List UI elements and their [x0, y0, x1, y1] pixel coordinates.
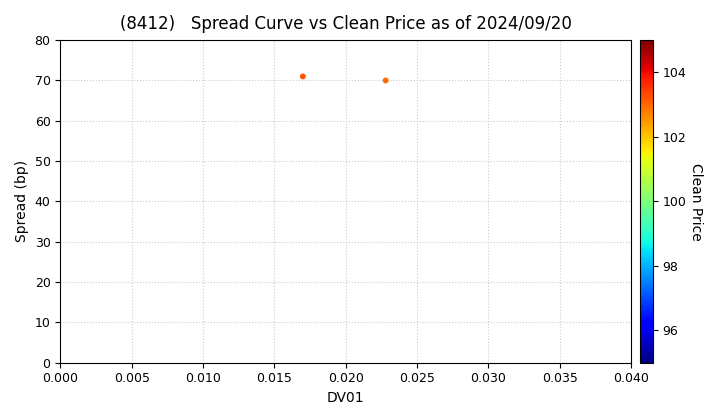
- Y-axis label: Clean Price: Clean Price: [689, 163, 703, 240]
- Title: (8412)   Spread Curve vs Clean Price as of 2024/09/20: (8412) Spread Curve vs Clean Price as of…: [120, 15, 572, 33]
- Point: [297, 73, 309, 80]
- Point: [380, 77, 392, 84]
- Y-axis label: Spread (bp): Spread (bp): [15, 160, 29, 242]
- X-axis label: DV01: DV01: [327, 391, 364, 405]
